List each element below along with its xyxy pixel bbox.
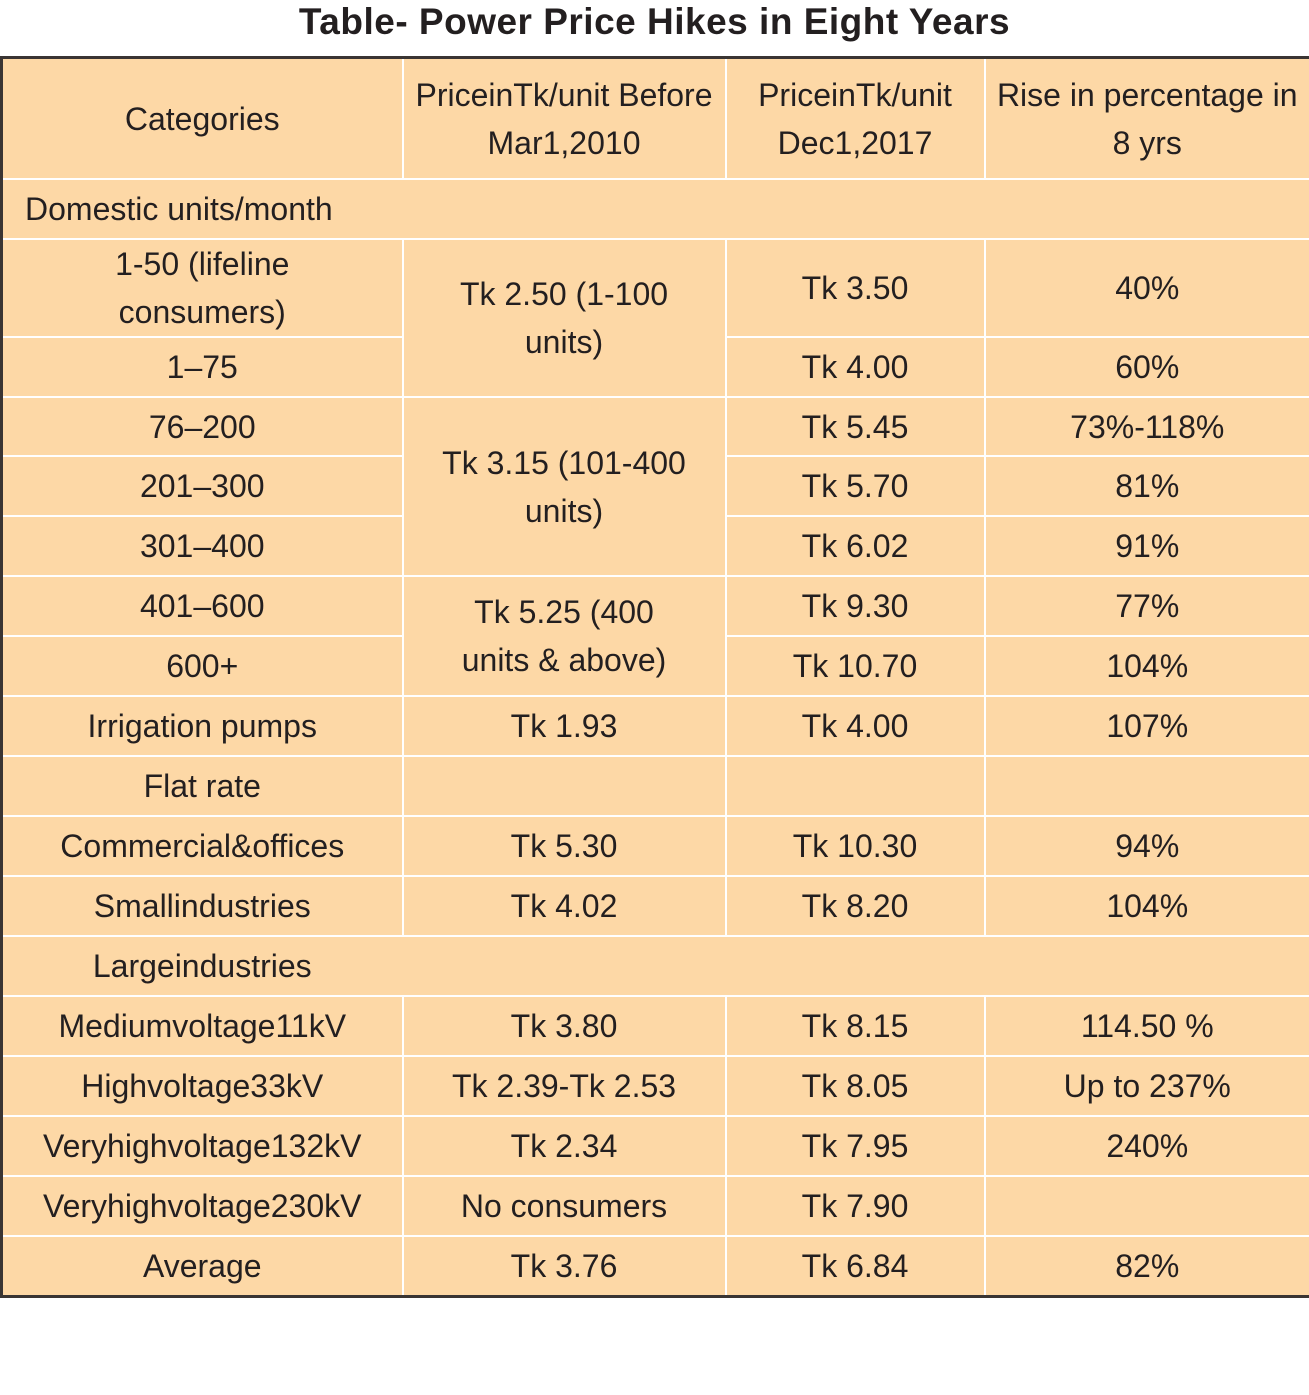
category-cell: Irrigation pumps [0, 695, 404, 757]
table-row: Smallindustries Tk 4.02 Tk 8.20 104% [0, 875, 1309, 937]
header-categories: Categories [0, 56, 404, 180]
dec2017-cell: Tk 5.45 [724, 396, 986, 457]
dec2017-cell: Tk 7.90 [724, 1175, 986, 1237]
category-cell: Flat rate [0, 755, 404, 817]
before-cell: Tk 2.50 (1-100 units) [401, 238, 727, 398]
before-cell: Tk 1.93 [401, 695, 727, 757]
dec2017-cell: Tk 6.02 [724, 515, 986, 577]
table-row-average: Average Tk 3.76 Tk 6.84 82% [0, 1235, 1309, 1298]
table-row: Flat rate [0, 755, 1309, 817]
table-row: Veryhighvoltage132kV Tk 2.34 Tk 7.95 240… [0, 1115, 1309, 1177]
section-large-blank [401, 935, 1309, 997]
rise-cell: 60% [983, 336, 1309, 398]
section-row-large: Largeindustries [0, 935, 1309, 997]
section-large: Largeindustries [0, 935, 404, 997]
header-row: Categories PriceinTk/unit Before Mar1,20… [0, 56, 1309, 180]
table-title: Table- Power Price Hikes in Eight Years [298, 1, 1011, 42]
table-row: Irrigation pumps Tk 1.93 Tk 4.00 107% [0, 695, 1309, 757]
before-cell [401, 755, 727, 817]
rise-cell: 82% [983, 1235, 1309, 1298]
category-cell: Highvoltage33kV [0, 1055, 404, 1117]
before-cell: Tk 2.34 [401, 1115, 727, 1177]
table-row: 401–600 Tk 5.25 (400 units & above) Tk 9… [0, 575, 1309, 697]
table-row: 301–400 Tk 6.02 91% [0, 515, 1309, 577]
table-row: Mediumvoltage11kV Tk 3.80 Tk 8.15 114.50… [0, 995, 1309, 1057]
rise-cell: 104% [983, 635, 1309, 697]
rise-cell: 94% [983, 815, 1309, 877]
rise-cell [983, 1175, 1309, 1237]
table-row: 1–75 Tk 4.00 60% [0, 336, 1309, 398]
table-row: 201–300 Tk 5.70 81% [0, 455, 1309, 517]
before-cell: Tk 3.80 [401, 995, 727, 1057]
dec2017-cell: Tk 3.50 [724, 238, 986, 338]
rise-cell: 73%-118% [983, 396, 1309, 457]
power-price-table: Categories PriceinTk/unit Before Mar1,20… [0, 56, 1309, 1298]
before-cell: Tk 5.30 [401, 815, 727, 877]
table-row: 1-50 (lifeline consumers) Tk 2.50 (1-100… [0, 238, 1309, 398]
table-row: Commercial&offices Tk 5.30 Tk 10.30 94% [0, 815, 1309, 877]
dec2017-cell: Tk 8.15 [724, 995, 986, 1057]
section-row-domestic: Domestic units/month [0, 178, 1309, 240]
before-cell: Tk 2.39-Tk 2.53 [401, 1055, 727, 1117]
table-row: 600+ Tk 10.70 104% [0, 635, 1309, 697]
category-cell: Veryhighvoltage132kV [0, 1115, 404, 1177]
rise-cell: 91% [983, 515, 1309, 577]
dec2017-cell: Tk 7.95 [724, 1115, 986, 1177]
table-row: Highvoltage33kV Tk 2.39-Tk 2.53 Tk 8.05 … [0, 1055, 1309, 1117]
category-cell: Commercial&offices [0, 815, 404, 877]
dec2017-cell: Tk 4.00 [724, 695, 986, 757]
before-cell: Tk 3.76 [401, 1235, 727, 1298]
before-cell: Tk 4.02 [401, 875, 727, 937]
dec2017-cell: Tk 9.30 [724, 575, 986, 637]
rise-cell: 40% [983, 238, 1309, 338]
category-cell: 1-50 (lifeline consumers) [0, 238, 404, 338]
rise-cell: 114.50 % [983, 995, 1309, 1057]
category-cell: Veryhighvoltage230kV [0, 1175, 404, 1237]
dec2017-cell: Tk 10.70 [724, 635, 986, 697]
before-cell: No consumers [401, 1175, 727, 1237]
header-before-2010: PriceinTk/unit Before Mar1,2010 [401, 56, 727, 180]
dec2017-cell: Tk 6.84 [724, 1235, 986, 1298]
dec2017-cell: Tk 5.70 [724, 455, 986, 517]
category-cell: 301–400 [0, 515, 404, 577]
header-dec-2017: PriceinTk/unit Dec1,2017 [724, 56, 986, 180]
rise-cell: 240% [983, 1115, 1309, 1177]
dec2017-cell: Tk 8.20 [724, 875, 986, 937]
header-rise: Rise in percentage in 8 yrs [983, 56, 1309, 180]
category-cell: Average [0, 1235, 404, 1298]
category-cell: 401–600 [0, 575, 404, 637]
rise-cell: Up to 237% [983, 1055, 1309, 1117]
rise-cell: 104% [983, 875, 1309, 937]
before-cell: Tk 5.25 (400 units & above) [401, 575, 727, 697]
rise-cell [983, 755, 1309, 817]
section-domestic: Domestic units/month [0, 178, 1309, 240]
category-cell: 600+ [0, 635, 404, 697]
dec2017-cell: Tk 4.00 [724, 336, 986, 398]
rise-cell: 81% [983, 455, 1309, 517]
dec2017-cell: Tk 10.30 [724, 815, 986, 877]
before-cell: Tk 3.15 (101-400 units) [401, 396, 727, 577]
table-row: Tk 3.15 (101-400 units) [2, 396, 1309, 577]
category-cell: Smallindustries [0, 875, 404, 937]
table-row: Veryhighvoltage230kV No consumers Tk 7.9… [0, 1175, 1309, 1237]
category-cell: Mediumvoltage11kV [0, 995, 404, 1057]
category-cell: 1–75 [0, 336, 404, 398]
rise-cell: 77% [983, 575, 1309, 637]
category-cell: 76–200 [0, 396, 404, 457]
rise-cell: 107% [983, 695, 1309, 757]
category-cell: 201–300 [0, 455, 404, 517]
dec2017-cell [724, 755, 986, 817]
dec2017-cell: Tk 8.05 [724, 1055, 986, 1117]
